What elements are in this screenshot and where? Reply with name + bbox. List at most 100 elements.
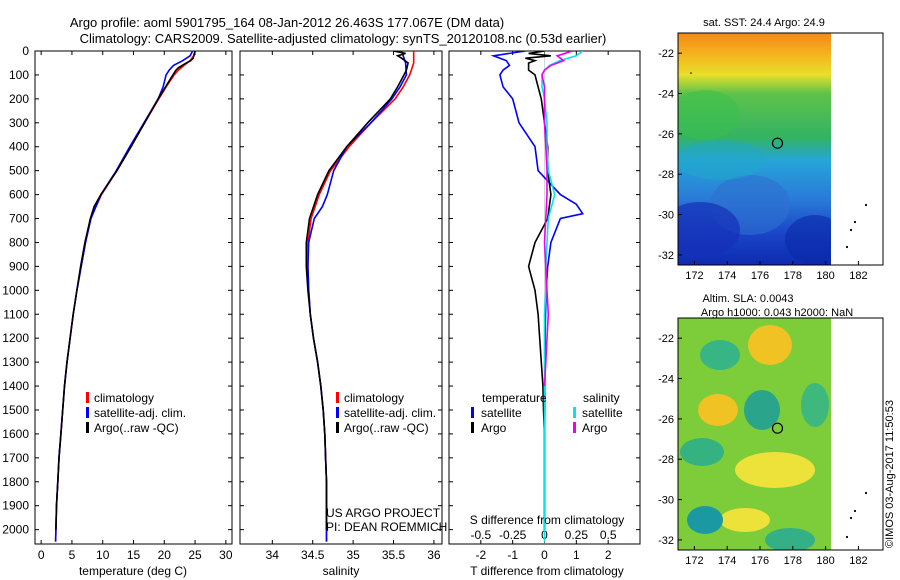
depth-tick-label: 800: [9, 235, 29, 249]
depth-tick-label: 1500: [2, 403, 29, 417]
project-credit: US ARGO PROJECT: [326, 506, 441, 520]
map-y-tick-label: -22: [658, 333, 674, 345]
series-line-satellite-adj-clim-: [307, 51, 408, 542]
sla-field: [748, 325, 792, 365]
series-line-temperature-argo: [525, 51, 552, 530]
sla-map-title-line-1: Altim. SLA: 0.0043: [702, 293, 793, 305]
s-difference-x-axis: -0.5 -0.25 0 0.25 0.5: [470, 528, 616, 542]
salinity-axis-label: salinity: [323, 564, 360, 578]
sla-field: [765, 528, 815, 550]
legend-swatch-climatology: [336, 392, 339, 403]
sla-map-axes: 172 174 176 178 180 182 -22 -24 -26 -28 -30 -32: [658, 333, 867, 567]
figure-title-line-2: Climatology: CARS2009. Satellite-adjuste…: [80, 31, 607, 46]
temperature-axis-label: temperature (deg C): [79, 564, 187, 578]
salinity-profiles: [305, 51, 415, 542]
depth-tick-label: 1900: [2, 499, 29, 513]
depth-tick-label: 300: [9, 116, 29, 130]
series-line-argo-raw-qc-: [305, 51, 410, 530]
sst-field: [678, 90, 740, 140]
legend-swatch-argo: [336, 422, 339, 433]
temperature-legend: climatology satellite-adj. clim. Argo(..…: [86, 391, 186, 435]
map-x-tick-label: 180: [816, 555, 834, 567]
map-x-tick-label: 178: [784, 555, 802, 567]
sla-field: [801, 383, 829, 427]
map-y-tick-label: -24: [658, 374, 674, 386]
map-y-tick-label: -24: [658, 89, 674, 101]
legend-label-s-argo: Argo: [582, 421, 608, 435]
legend-swatch-t-satellite: [471, 407, 474, 418]
x-tick-label: 35: [346, 548, 360, 562]
x-tick-label: 0: [38, 548, 45, 562]
series-line-climatology: [307, 51, 415, 542]
sla-field: [720, 508, 770, 532]
depth-tick-label: 2000: [2, 523, 29, 537]
sst-field: [678, 202, 740, 258]
depth-axis: 0 100 200 300 400 500 600 700 800 900 1000 1100 1200…: [2, 44, 640, 537]
map-x-tick-label: 182: [849, 270, 867, 282]
legend-label-climatology: climatology: [94, 391, 154, 405]
salinity-panel-frame: [239, 50, 443, 545]
legend-label-satellite: satellite-adj. clim.: [344, 406, 436, 420]
depth-tick-label: 1700: [2, 451, 29, 465]
temperature-profiles: [54, 51, 196, 542]
map-x-tick-label: 182: [849, 555, 867, 567]
depth-tick-label: 200: [9, 92, 29, 106]
sla-field: [700, 340, 740, 370]
x-tick-label: 20: [158, 548, 172, 562]
map-y-tick-label: -30: [658, 210, 674, 222]
map-x-tick-label: 172: [685, 555, 703, 567]
sla-float-marker: [771, 422, 784, 434]
sla-field: [735, 452, 815, 488]
x-tick-label: 10: [96, 548, 110, 562]
sst-map-frame: [677, 32, 884, 266]
sst-field: [785, 215, 831, 265]
x-tick-label: 0: [541, 548, 548, 562]
series-line-argo-raw-qc-: [55, 51, 196, 530]
depth-tick-label: 1800: [2, 475, 29, 489]
difference-legend: temperature salinity satellite Argo sate…: [471, 391, 623, 435]
sla-field: [744, 390, 780, 430]
depth-tick-label: 1200: [2, 331, 29, 345]
difference-profiles: [490, 51, 585, 544]
depth-tick-label: 1100: [3, 307, 29, 321]
map-y-tick-label: -32: [658, 250, 674, 262]
map-y-tick-label: -22: [658, 48, 674, 60]
depth-tick-label: 1600: [2, 427, 29, 441]
sla-field: [698, 394, 738, 426]
map-y-tick-label: -28: [658, 169, 674, 181]
x-tick-label: 15: [127, 548, 141, 562]
legend-swatch-satellite: [86, 407, 89, 418]
map-x-tick-label: 172: [685, 270, 703, 282]
s-diff-tick-label: 0.25: [565, 528, 589, 542]
legend-swatch-t-argo: [471, 422, 474, 433]
legend-label-climatology: climatology: [344, 391, 404, 405]
depth-tick-label: 600: [9, 188, 29, 202]
map-x-tick-label: 178: [784, 270, 802, 282]
legend-label-satellite: satellite-adj. clim.: [94, 406, 186, 420]
sst-float-marker: [771, 137, 784, 149]
legend-label-s-satellite: satellite: [582, 406, 623, 420]
depth-tick-label: 900: [9, 259, 29, 273]
depth-tick-label: 1000: [2, 283, 29, 297]
pi-credit: PI: DEAN ROEMMICH: [326, 520, 447, 534]
x-tick-label: 35.5: [382, 548, 406, 562]
salinity-legend: climatology satellite-adj. clim. Argo(..…: [336, 391, 436, 435]
legend-swatch-argo: [86, 422, 89, 433]
timestamp: ©IMOS 03-Aug-2017 11:50:53: [884, 400, 896, 548]
legend-label-argo: Argo(..raw -QC): [344, 421, 429, 435]
s-diff-tick-label: 0.5: [600, 528, 617, 542]
x-tick-label: 2: [605, 548, 612, 562]
x-tick-label: 36: [427, 548, 441, 562]
legend-heading-salinity: salinity: [583, 391, 620, 405]
legend-swatch-climatology: [86, 392, 89, 403]
map-y-tick-label: -30: [658, 495, 674, 507]
sst-field: [678, 140, 765, 180]
map-y-tick-label: -28: [658, 454, 674, 466]
map-x-tick-label: 176: [751, 270, 769, 282]
map-y-tick-label: -32: [658, 535, 674, 547]
sst-no-data-region: [831, 33, 883, 265]
depth-tick-label: 0: [22, 44, 29, 58]
depth-tick-label: 100: [9, 68, 29, 82]
